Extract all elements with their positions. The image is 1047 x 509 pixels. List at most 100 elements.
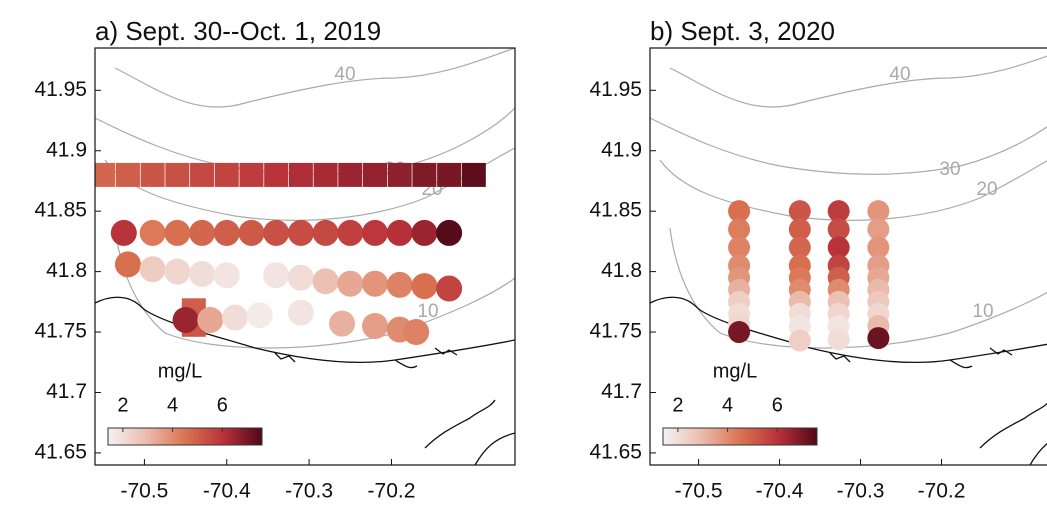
data-point [110, 219, 137, 246]
data-point [189, 219, 216, 246]
data-point [362, 219, 388, 246]
contour-label: 30 [939, 159, 960, 180]
colorbar-label: mg/L [158, 360, 202, 382]
y-tick-label: 41.95 [34, 78, 87, 101]
data-point [867, 236, 890, 259]
data-point [164, 219, 191, 246]
y-tick-label: 41.7 [601, 380, 642, 403]
data-point [164, 258, 191, 285]
data-point [287, 299, 314, 326]
data-point [312, 268, 339, 295]
colorbar [107, 427, 263, 446]
colorbar-tick-label: 2 [672, 394, 683, 416]
data-square [140, 162, 165, 187]
axes-box [649, 47, 1047, 466]
data-square [313, 162, 338, 187]
y-tick-label: 41.8 [46, 259, 87, 282]
data-square [190, 162, 215, 187]
data-point [139, 256, 166, 283]
panel-title: a) Sept. 30--Oct. 1, 2019 [95, 16, 381, 46]
data-point [436, 219, 463, 246]
data-point [312, 219, 339, 246]
data-point [827, 328, 850, 351]
y-tick-label: 41.85 [589, 199, 642, 222]
data-square [338, 162, 363, 187]
data-square [264, 162, 289, 187]
data-point [337, 270, 364, 297]
y-tick-label: 41.65 [589, 440, 642, 463]
data-point [827, 200, 850, 223]
colorbar-label: mg/L [713, 360, 757, 382]
data-point [788, 236, 811, 259]
colorbar-tick-label: 4 [722, 394, 733, 416]
contour-label: 20 [976, 179, 997, 200]
colorbar-tick-label: 6 [772, 394, 783, 416]
data-point [827, 236, 850, 259]
data-point [246, 302, 273, 329]
y-tick-label: 41.95 [589, 78, 642, 101]
contour-label: 40 [889, 64, 910, 85]
data-point [362, 313, 388, 339]
data-point [728, 200, 751, 223]
data-square [288, 162, 313, 187]
data-point [287, 219, 314, 246]
data-point [287, 264, 314, 291]
data-point [728, 236, 751, 259]
y-tick-label: 41.9 [46, 138, 87, 161]
data-point [788, 200, 811, 223]
data-square [165, 162, 190, 187]
y-tick-label: 41.65 [34, 440, 87, 463]
data-point [386, 219, 413, 246]
contour-label: 40 [334, 64, 355, 85]
data-square [363, 162, 387, 187]
data-square [214, 162, 239, 187]
colorbar-tick-label: 4 [167, 394, 178, 416]
data-square [239, 162, 264, 187]
colorbar [662, 427, 818, 446]
data-point [728, 321, 751, 344]
data-point [197, 306, 224, 333]
y-tick-label: 41.8 [601, 259, 642, 282]
y-tick-label: 41.7 [46, 380, 87, 403]
data-square [461, 162, 486, 187]
data-point [867, 200, 890, 223]
basemap [95, 48, 515, 465]
panel-b: b) Sept. 3, 2020 40 30 20 10 -70.5 -70.4 -70.3… [589, 16, 1047, 503]
x-tick-label: -70.5 [120, 480, 168, 503]
y-tick-label: 41.9 [601, 138, 642, 161]
data-square [412, 162, 437, 187]
data-square [387, 162, 412, 187]
data-point [329, 310, 356, 337]
axes-box [94, 47, 516, 466]
data-point [386, 271, 413, 298]
data-point [867, 327, 890, 350]
map-area: 40 30 20 10 [650, 48, 1047, 465]
x-tick-label: -70.3 [837, 480, 885, 503]
data-point [213, 219, 240, 246]
data-point [172, 306, 199, 333]
contour-label: 10 [972, 301, 993, 322]
colorbar-tick-label: 6 [217, 394, 228, 416]
data-point [189, 261, 216, 288]
data-point [436, 275, 463, 302]
data-square [95, 162, 116, 187]
y-tick-label: 41.75 [34, 320, 87, 343]
panel-title: b) Sept. 3, 2020 [650, 16, 835, 46]
data-point [213, 262, 240, 289]
data-point [403, 319, 430, 346]
data-point [222, 304, 248, 331]
data-point [238, 219, 265, 246]
data-square [437, 162, 462, 187]
data-point [728, 218, 751, 241]
data-point [362, 270, 388, 297]
data-point [337, 219, 364, 246]
x-tick-label: -70.2 [368, 480, 416, 503]
y-tick-label: 41.75 [589, 320, 642, 343]
x-tick-label: -70.4 [756, 480, 804, 503]
data-point [788, 329, 811, 352]
y-tick-label: 41.85 [34, 199, 87, 222]
data-point [411, 219, 438, 246]
x-tick-label: -70.4 [203, 480, 251, 503]
